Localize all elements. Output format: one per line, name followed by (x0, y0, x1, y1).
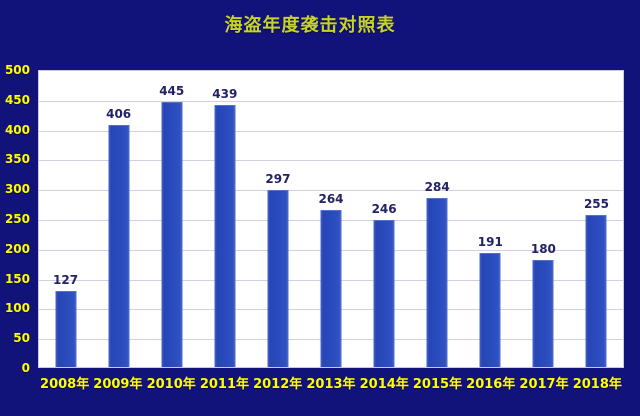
y-axis-tick-label: 400 (4, 122, 30, 137)
x-axis-tick-label: 2016年 (466, 377, 516, 392)
bar (426, 197, 448, 367)
bar-value-label: 127 (53, 273, 79, 288)
y-axis-tick-label: 250 (4, 212, 30, 226)
y-axis-tick-label: 450 (4, 92, 30, 107)
gridline (39, 160, 623, 162)
bar (479, 253, 501, 367)
gridline (39, 190, 623, 192)
bar-value-label: 180 (530, 241, 556, 256)
bar-value-label: 406 (106, 107, 132, 122)
bar-value-label: 297 (265, 172, 291, 186)
bar-value-label: 255 (583, 197, 610, 212)
bar-value-label: 439 (212, 87, 238, 102)
x-axis-tick-label: 2010年 (146, 377, 196, 392)
bar-value-label: 191 (477, 235, 503, 250)
bar-group: 264 (304, 71, 357, 367)
bar-value-label: 445 (159, 83, 185, 98)
x-axis-tick-label: 2008年 (40, 377, 90, 392)
y-axis-tick-label: 500 (4, 63, 30, 77)
bar (55, 291, 77, 367)
x-axis-tick-label: 2009年 (93, 377, 143, 392)
y-axis: 0 50 100 150 200 250 300 350 400 450 500 (0, 63, 33, 375)
chart-title: 海盗年度袭击对照表 (224, 15, 396, 36)
bar (585, 215, 607, 367)
bar-value-label: 246 (371, 202, 397, 217)
bar (532, 259, 554, 367)
y-axis-tick-label: 350 (4, 152, 30, 167)
x-axis-tick-label: 2013年 (306, 377, 356, 392)
bar-group: 191 (464, 71, 517, 367)
gridline (39, 130, 623, 132)
x-axis: 2008年 2009年 2010年 2011年 2012年 2013年 2014年 2015年… (38, 373, 624, 392)
bar-group: 180 (517, 71, 570, 367)
bar (320, 209, 342, 367)
y-axis-tick-label: 200 (4, 241, 30, 256)
bar-group: 406 (92, 71, 145, 367)
y-axis-tick-label: 300 (4, 182, 30, 197)
bar-series: 127 406 445 439 297 264 246 284 191 180 255 (39, 71, 623, 367)
bar (108, 125, 130, 367)
y-axis-tick-label: 50 (13, 331, 30, 346)
bar-group: 284 (411, 71, 464, 367)
x-axis-tick-label: 2017年 (519, 377, 569, 392)
bar-group: 445 (145, 71, 198, 367)
x-axis-tick-label: 2015年 (412, 377, 463, 392)
bar (267, 190, 289, 367)
bar (214, 105, 236, 367)
bar-value-label: 284 (424, 179, 450, 194)
bar-group: 127 (39, 71, 92, 367)
bar-group: 255 (570, 71, 623, 367)
y-axis-tick-label: 150 (4, 271, 30, 286)
bar (373, 220, 395, 367)
plot-area: 127 406 445 439 297 264 246 284 191 180 255 (38, 70, 624, 368)
x-axis-tick-label: 2011年 (199, 377, 250, 392)
gridline (39, 100, 623, 102)
bar (161, 101, 183, 367)
bar-value-label: 264 (318, 191, 344, 206)
bar-series-layer: 127 406 445 439 297 264 246 284 191 180 255 (39, 71, 623, 367)
x-axis-tick-label: 2012年 (253, 377, 303, 392)
y-axis-tick-label: 100 (4, 301, 30, 316)
bar-group: 246 (358, 71, 411, 367)
bar-group: 297 (251, 71, 304, 367)
bar-group: 439 (198, 71, 251, 367)
x-axis-tick-label: 2014年 (359, 377, 409, 392)
y-axis-tick-label: 0 (21, 361, 30, 375)
x-axis-tick-label: 2018年 (572, 377, 622, 392)
